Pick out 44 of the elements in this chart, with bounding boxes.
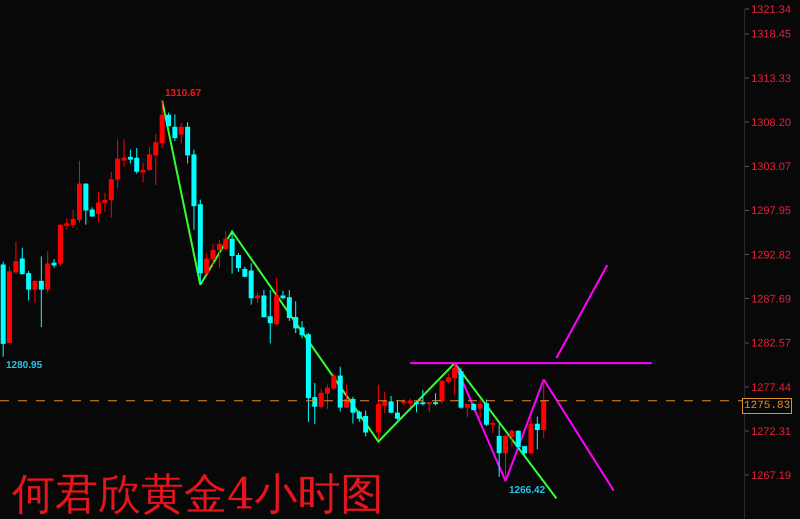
- candlestick: [32, 280, 38, 304]
- candlestick: [338, 366, 343, 412]
- candlestick: [458, 368, 464, 410]
- candlestick: [178, 122, 184, 144]
- candlestick: [484, 398, 489, 427]
- candlestick: [96, 191, 102, 222]
- candlestick: [528, 416, 534, 455]
- y-tick-label: 1321.34: [751, 4, 791, 16]
- candlestick: [108, 172, 114, 218]
- candlestick: [166, 112, 172, 127]
- candlestick: [140, 162, 146, 183]
- candlestick: [490, 420, 496, 434]
- candlestick: [471, 402, 476, 412]
- candlestick: [534, 416, 540, 450]
- candlestick: [102, 192, 108, 212]
- y-tick-label: 1303.07: [751, 161, 791, 174]
- candlestick: [426, 401, 432, 413]
- candlestick: [45, 250, 50, 294]
- candlestick: [344, 384, 350, 408]
- annotation: 1280.95: [6, 360, 43, 371]
- y-tick-label: 1267.19: [751, 470, 791, 482]
- text: 何君欣黄金4小时图: [12, 470, 384, 519]
- candlestick: [478, 398, 483, 419]
- y-tick-label: 1308.20: [751, 116, 791, 129]
- y-tick-label: 1318.45: [751, 28, 791, 41]
- candlestick: [464, 404, 470, 418]
- y-tick-label: 1282.57: [751, 338, 791, 350]
- y-tick-label: 1287.69: [751, 294, 791, 306]
- candlestick: [52, 258, 57, 268]
- y-tick-label: 1272.31: [751, 426, 791, 438]
- y-tick-label: 1292.82: [751, 249, 791, 262]
- annotation: 1310.67: [165, 88, 202, 99]
- y-tick-label: 1313.33: [751, 72, 791, 85]
- annotation: 1266.42: [509, 485, 546, 496]
- ref-line-label: 1275.83: [744, 400, 790, 412]
- y-tick-label: 1277.44: [751, 382, 791, 394]
- candlestick: [38, 256, 44, 328]
- candlestick: [172, 114, 178, 142]
- y-tick-label: 1297.95: [751, 205, 791, 218]
- candlestick: [255, 292, 260, 304]
- candlestick: [274, 277, 280, 326]
- candlestick: [433, 392, 438, 406]
- candlestick: [496, 424, 502, 478]
- candlestick: [0, 261, 6, 358]
